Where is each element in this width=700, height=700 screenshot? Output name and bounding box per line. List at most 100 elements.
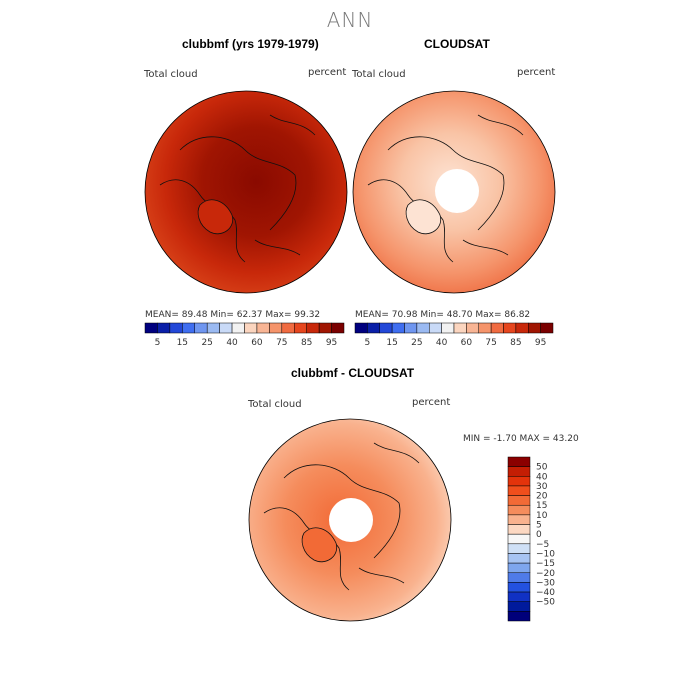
diff-polar-map: [248, 418, 452, 622]
diff-colorbar-swatch: [507, 611, 531, 622]
panel1-colorbar-tick-label: 60: [251, 338, 263, 348]
diff-colorbar-tick-label: −40: [536, 588, 555, 598]
panel1-colorbar-swatch: [206, 322, 220, 334]
panel2-colorbar: 5 15 25 40 60 75 85 95: [354, 322, 554, 348]
panel1-colorbar-swatch: [144, 322, 158, 334]
panel1-colorbar-tick-label: 40: [226, 338, 238, 348]
panel2-colorbar-swatch: [503, 322, 517, 334]
diff-colorbar-swatch: [507, 466, 531, 477]
panel2-colorbar-tick-label: 85: [510, 338, 521, 348]
diff-variable-label: Total cloud: [248, 399, 302, 410]
panel1-colorbar-tick-label: 5: [155, 338, 161, 348]
panel1-colorbar-swatch: [306, 322, 320, 334]
diff-colorbar-swatch: [507, 562, 531, 574]
panel2-colorbar-swatch: [391, 322, 405, 334]
panel2-colorbar-tick-label: 75: [485, 338, 496, 348]
panel1-variable-label: Total cloud: [144, 69, 198, 80]
panel1-stats: MEAN= 89.48 Min= 62.37 Max= 99.32: [145, 310, 321, 320]
panel2-colorbar-swatch: [490, 322, 504, 334]
panel1-units-label: percent: [308, 67, 347, 78]
diff-colorbar-tick-label: 0: [536, 530, 542, 540]
diff-colorbar-swatch: [507, 485, 531, 496]
diff-colorbar-swatch: [507, 524, 531, 535]
diff-colorbar-swatch: [507, 601, 531, 612]
diff-colorbar-tick-label: −30: [536, 578, 555, 588]
panel2-colorbar-swatch: [367, 322, 380, 334]
panel2-colorbar-tick-label: 25: [411, 338, 422, 348]
panel1-colorbar-swatch: [281, 322, 295, 334]
diff-colorbar-swatch: [507, 553, 531, 564]
panel1-colorbar-swatch: [331, 322, 345, 334]
panel1-colorbar-swatch: [219, 322, 233, 334]
panel2-colorbar-swatch: [441, 322, 455, 334]
panel2-variable-label: Total cloud: [352, 69, 406, 80]
diff-colorbar-swatch: [507, 476, 531, 487]
panel1-colorbar-tick-label: 85: [301, 338, 312, 348]
panel1-colorbar-swatch: [294, 322, 307, 334]
panel2-colorbar-swatch: [540, 322, 554, 334]
diff-colorbar-swatch: [507, 504, 531, 516]
panel2-colorbar-swatch: [453, 322, 467, 334]
panel2-colorbar-tick-label: 60: [461, 338, 473, 348]
panel1-colorbar-swatch: [182, 322, 195, 334]
diff-colorbar-tick-label: 40: [536, 472, 548, 482]
diff-colorbar-tick-label: 20: [536, 492, 548, 502]
panel2-colorbar-tick-label: 95: [535, 338, 546, 348]
diff-colorbar-swatch: [507, 456, 531, 467]
panel1-colorbar-swatch: [244, 322, 258, 334]
diff-colorbar-swatch: [507, 514, 531, 525]
panel2-colorbar-swatch: [466, 322, 479, 334]
panel1-colorbar-swatch: [194, 322, 208, 334]
diff-colorbar-swatch: [507, 533, 531, 545]
panel1-colorbar-tick-label: 15: [177, 338, 188, 348]
diff-colorbar-swatch: [507, 591, 531, 602]
panel2-colorbar-swatch: [429, 322, 442, 334]
figure-title: ANN: [326, 8, 374, 32]
panel2-units-label: percent: [517, 67, 556, 78]
panel1-colorbar: 5 15 25 40 60 75 85 95: [144, 322, 345, 348]
panel1-colorbar-swatch: [169, 322, 183, 334]
diff-colorbar-tick-label: −15: [536, 559, 555, 569]
panel1-colorbar-tick-label: 25: [201, 338, 212, 348]
diff-colorbar-tick-label: −50: [536, 598, 555, 608]
diff-colorbar-tick-label: 10: [536, 511, 548, 521]
diff-colorbar-swatch: [507, 543, 531, 554]
panel2-colorbar-tick-label: 15: [386, 338, 397, 348]
diff-minmax: MIN = -1.70 MAX = 43.20: [463, 434, 579, 444]
diff-colorbar-tick-label: −10: [536, 549, 555, 559]
panel2-title: CLOUDSAT: [424, 37, 490, 51]
diff-colorbar-tick-label: −20: [536, 569, 555, 579]
diff-title: clubbmf - CLOUDSAT: [291, 366, 415, 380]
panel2-colorbar-swatch: [404, 322, 418, 334]
panel2-polar-map: [352, 90, 556, 294]
panel2-colorbar-swatch: [354, 322, 368, 334]
diff-colorbar-tick-label: −5: [536, 540, 549, 550]
panel2-colorbar-swatch: [515, 322, 529, 334]
panel1-colorbar-tick-label: 95: [326, 338, 337, 348]
panel1-title: clubbmf (yrs 1979-1979): [182, 37, 319, 51]
panel2-colorbar-swatch: [379, 322, 393, 334]
panel1-polar-map: [144, 90, 348, 294]
panel2-colorbar-tick-label: 40: [436, 338, 448, 348]
diff-colorbar-swatch: [507, 582, 531, 593]
panel2-colorbar-swatch: [478, 322, 492, 334]
panel1-colorbar-swatch: [256, 322, 270, 334]
panel2-colorbar-swatch: [528, 322, 541, 334]
diff-colorbar-tick-label: 15: [536, 501, 547, 511]
panel2-colorbar-tick-label: 5: [365, 338, 371, 348]
diff-units-label: percent: [412, 397, 451, 408]
diff-colorbar-swatch: [507, 572, 531, 583]
panel1-colorbar-swatch: [269, 322, 283, 334]
panel1-colorbar-swatch: [157, 322, 171, 334]
panel2-colorbar-swatch: [416, 322, 430, 334]
diff-colorbar-tick-label: 30: [536, 482, 548, 492]
panel1-colorbar-tick-label: 75: [276, 338, 287, 348]
diff-colorbar-tick-label: 50: [536, 463, 548, 473]
diff-colorbar-swatch: [507, 495, 531, 506]
panel2-stats: MEAN= 70.98 Min= 48.70 Max= 86.82: [355, 310, 531, 320]
panel1-colorbar-swatch: [231, 322, 245, 334]
diff-colorbar-tick-label: 5: [536, 521, 542, 531]
panel1-colorbar-swatch: [318, 322, 332, 334]
